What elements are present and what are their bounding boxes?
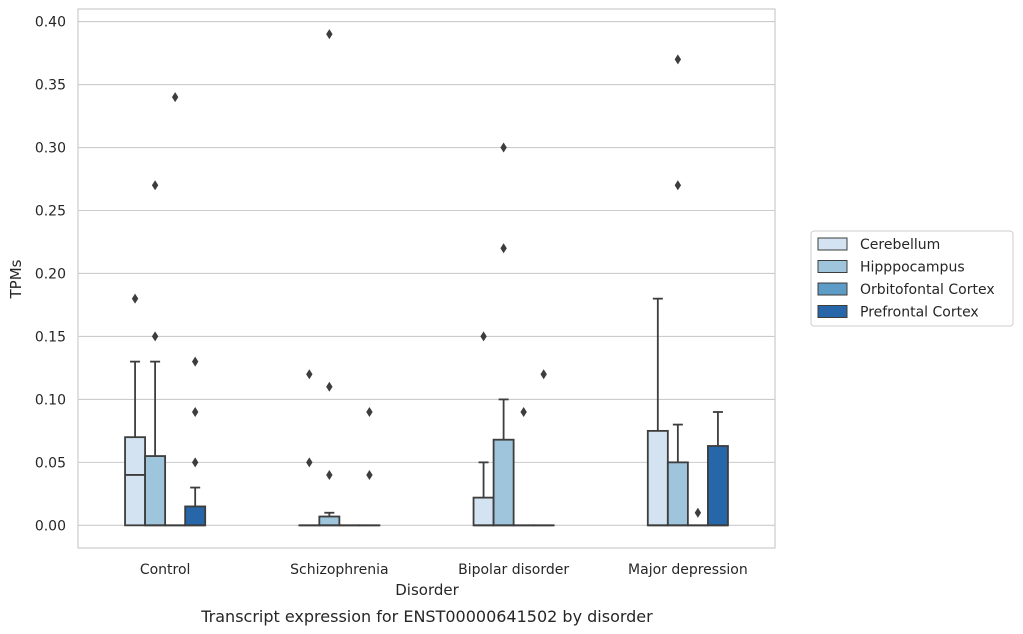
- x-tick-label: Bipolar disorder: [458, 562, 569, 578]
- box-cerebellum: [646, 297, 669, 527]
- y-tick-label: 0.25: [35, 203, 66, 219]
- box-prefrontal-cortex: [532, 369, 555, 527]
- outlier-point: [366, 406, 373, 417]
- outlier-point: [540, 369, 547, 380]
- outlier-point: [131, 293, 139, 304]
- box-hipppocampus: [144, 180, 167, 527]
- outlier-point: [326, 469, 333, 480]
- box-orbitofontal-cortex: [164, 92, 187, 527]
- chart-caption: Transcript expression for ENST0000064150…: [200, 607, 653, 626]
- x-tick-label: Schizophrenia: [290, 562, 388, 578]
- box-prefrontal-cortex: [358, 406, 381, 527]
- y-tick-label: 0.05: [35, 455, 66, 471]
- box-cerebellum: [472, 331, 495, 527]
- legend-label: Cerebellum: [860, 237, 940, 253]
- legend-swatch: [817, 237, 848, 251]
- legend-swatch: [817, 282, 848, 296]
- legend-label: Prefrontal Cortex: [860, 305, 979, 321]
- y-tick-label: 0.10: [35, 392, 66, 408]
- box-orbitofontal-cortex: [512, 406, 535, 527]
- outlier-point: [674, 180, 682, 191]
- outlier-point: [171, 92, 179, 103]
- box-prefrontal-cortex: [184, 356, 207, 527]
- box-rect: [666, 461, 689, 527]
- legend-swatch: [817, 260, 848, 273]
- y-axis-label: TPMs: [7, 259, 25, 299]
- outlier-point: [326, 29, 333, 40]
- outlier-point: [366, 469, 373, 480]
- box-rect: [318, 515, 341, 527]
- outlier-point: [674, 54, 682, 65]
- legend-frame: [810, 230, 1014, 327]
- x-tick-label: Major depression: [628, 562, 748, 578]
- legend-label: Orbitofontal Cortex: [860, 282, 995, 298]
- box-rect: [144, 455, 167, 527]
- grid-lines: [78, 21, 775, 526]
- outlier-point: [191, 406, 199, 417]
- outlier-point: [151, 331, 159, 342]
- box-prefrontal-cortex: [707, 411, 729, 527]
- y-tick-label: 0.30: [35, 141, 66, 157]
- outlier-point: [151, 180, 159, 191]
- box-cerebellum: [298, 369, 321, 527]
- y-tick-label: 0.20: [35, 266, 66, 282]
- outlier-point: [326, 381, 333, 392]
- y-tick-label: 0.15: [35, 329, 66, 345]
- box-orbitofontal-cortex: [686, 507, 709, 527]
- box-rect: [472, 496, 495, 527]
- y-tick-label: 0.00: [35, 518, 66, 534]
- plot-frame: [77, 8, 776, 549]
- box-rect: [492, 438, 515, 527]
- x-axis-label: Disorder: [395, 581, 459, 599]
- y-tick-labels: 0.00 0.05 0.10 0.15 0.20 0.25 0.30 0.35 0.40: [35, 15, 66, 535]
- x-tick-label: Control: [140, 562, 191, 578]
- legend-label: Hipppocampus: [860, 260, 965, 276]
- box-series: [124, 29, 729, 527]
- outlier-point: [306, 457, 313, 468]
- box-rect: [646, 429, 669, 527]
- outlier-point: [306, 369, 313, 380]
- outlier-point: [191, 356, 199, 367]
- outlier-point: [520, 406, 527, 417]
- outlier-point: [480, 331, 487, 342]
- outlier-point: [500, 243, 507, 254]
- outlier-point: [694, 507, 702, 518]
- box-rect: [707, 445, 729, 527]
- y-tick-label: 0.35: [35, 78, 66, 94]
- box-cerebellum: [124, 293, 146, 527]
- outlier-point: [191, 457, 199, 468]
- legend: Cerebellum Hipppocampus Orbitofontal Corte…: [810, 230, 1014, 327]
- outlier-point: [500, 142, 507, 153]
- legend-swatch: [817, 305, 848, 318]
- y-tick-label: 0.40: [35, 15, 66, 31]
- x-tick-labels: Control Schizophrenia Bipolar disorder Majo…: [140, 562, 748, 578]
- box-rect: [184, 505, 207, 527]
- box-hipppocampus: [666, 54, 689, 527]
- box-hipppocampus: [318, 29, 341, 527]
- box-hipppocampus: [492, 142, 515, 527]
- box-rect: [124, 436, 146, 527]
